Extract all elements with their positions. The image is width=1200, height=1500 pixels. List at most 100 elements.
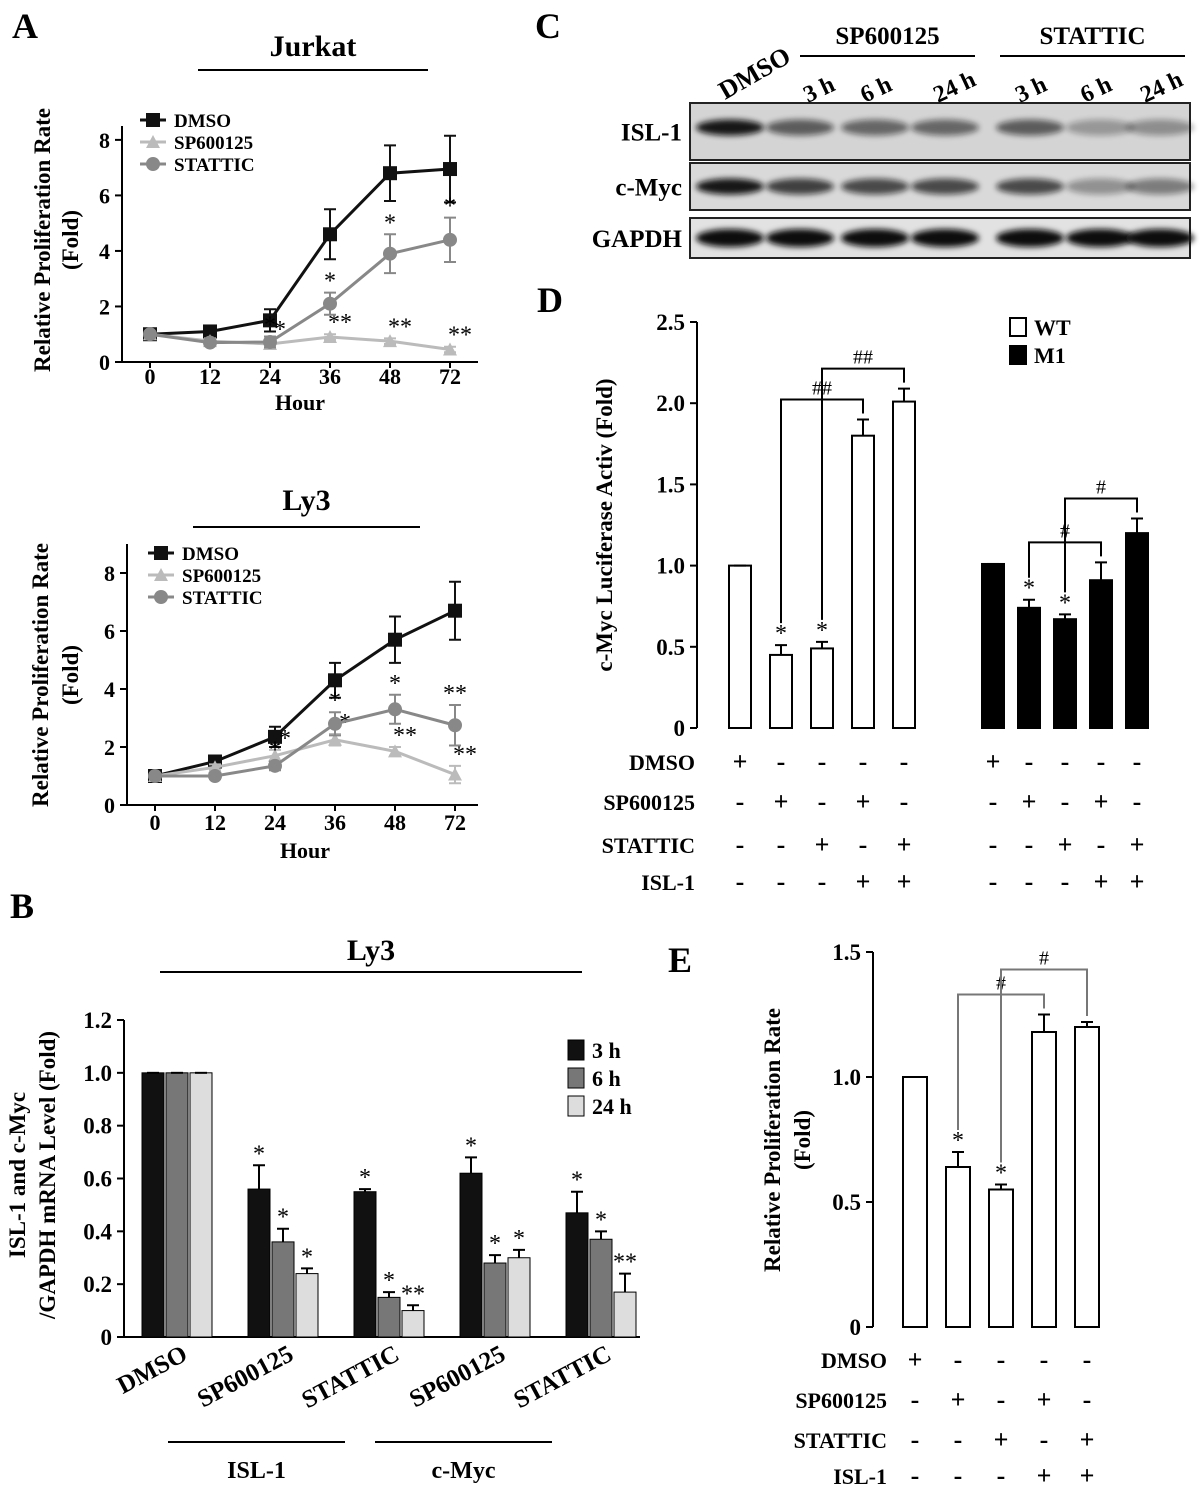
condition-label: SP600125 (795, 1388, 887, 1413)
y-tick-label: 0.5 (656, 635, 685, 660)
x-tick-label: 24 (259, 364, 281, 389)
condition-mark: - (1025, 867, 1034, 896)
error-bar (1131, 517, 1143, 534)
comparison-label: ## (853, 347, 873, 369)
panel-label: D (537, 280, 563, 320)
condition-mark: + (951, 1385, 966, 1414)
x-tick-label: SP600125 (193, 1340, 298, 1413)
condition-mark: + (1094, 867, 1109, 896)
y-tick-label: 0 (99, 350, 110, 375)
y-tick-label: 0.5 (832, 1190, 861, 1215)
significance: ** (401, 1281, 425, 1307)
condition-mark: + (897, 867, 912, 896)
significance: * (301, 1244, 313, 1270)
x-tick-label: 36 (324, 810, 346, 835)
significance: * (324, 269, 336, 295)
x-tick-label: STATTIC (509, 1340, 615, 1414)
point (448, 603, 462, 618)
y-tick-label: 0 (850, 1315, 862, 1340)
legend-label: 24 h (592, 1094, 632, 1119)
bar (851, 434, 875, 729)
y-axis-label: Relative Proliferation Rate (30, 108, 55, 372)
condition-mark: + (815, 830, 830, 859)
point (388, 744, 402, 758)
significance: * (264, 312, 276, 338)
blot-band (996, 229, 1064, 247)
blot-band (1066, 119, 1134, 136)
point (383, 246, 397, 261)
blot-band (766, 178, 834, 195)
legend-swatch (1009, 345, 1027, 365)
bar (902, 1076, 928, 1328)
legend-label: 6 h (592, 1066, 621, 1091)
legend-label: STATTIC (182, 588, 263, 609)
condition-mark: + (733, 747, 748, 776)
condition-label: DMSO (821, 1348, 887, 1373)
y-axis-label: Relative Proliferation Rate (28, 543, 53, 807)
bar (353, 1191, 377, 1338)
group-label: ISL-1 (227, 1458, 286, 1484)
point (443, 232, 457, 247)
point (146, 113, 160, 127)
point (268, 758, 282, 773)
condition-mark: - (777, 867, 786, 896)
y-tick-label: 2 (99, 294, 110, 319)
point (323, 227, 337, 242)
point (154, 568, 168, 581)
blot-band (766, 119, 834, 136)
y-tick-label: 8 (99, 128, 110, 153)
condition-mark: + (1058, 830, 1073, 859)
condition-mark: - (818, 787, 827, 816)
bar (483, 1262, 507, 1338)
point (146, 135, 160, 148)
significance: * (277, 1205, 289, 1231)
condition-mark: - (1061, 867, 1070, 896)
y-axis-label: c-Myc Luciferase Activ (Fold) (592, 378, 617, 671)
x-tick-label: 48 (384, 810, 406, 835)
point (268, 748, 282, 762)
condition-mark: + (994, 1425, 1009, 1454)
condition-mark: - (954, 1461, 963, 1490)
condition-mark: - (859, 830, 868, 859)
bar (1031, 1031, 1057, 1328)
x-tick-label: SP600125 (405, 1340, 510, 1413)
series-line (149, 238, 451, 345)
error-bar (277, 1227, 289, 1242)
error-bar (301, 1267, 313, 1274)
blot-row-label: ISL-1 (621, 120, 682, 147)
condition-mark: - (954, 1425, 963, 1454)
bar (988, 1188, 1014, 1328)
panel-label: A (12, 6, 38, 46)
condition-mark: - (900, 787, 909, 816)
blot-band (766, 229, 834, 247)
condition-label: SP600125 (603, 790, 695, 815)
condition-mark: + (774, 787, 789, 816)
error-bar (595, 1230, 607, 1240)
significance: * (1023, 576, 1035, 602)
y-tick-label: 1.2 (83, 1008, 112, 1033)
condition-mark: - (997, 1385, 1006, 1414)
x-tick-label: 72 (439, 364, 461, 389)
condition-mark: - (818, 867, 827, 896)
error-bar (1059, 613, 1071, 620)
condition-mark: + (856, 867, 871, 896)
bar (247, 1188, 271, 1338)
blot-band (1126, 229, 1194, 247)
significance: * (571, 1168, 583, 1194)
legend-swatch (1009, 317, 1027, 337)
point (154, 546, 168, 560)
blot-band (911, 178, 979, 195)
condition-mark: - (1040, 1425, 1049, 1454)
condition-mark: + (897, 830, 912, 859)
blot-band (996, 178, 1064, 195)
x-tick-label: 0 (150, 810, 161, 835)
significance: * (952, 1128, 964, 1154)
condition-label: ISL-1 (641, 870, 695, 895)
point (203, 335, 217, 350)
condition-mark: - (1097, 830, 1106, 859)
error-bar (489, 1254, 501, 1264)
error-bar (952, 1151, 964, 1167)
error-bar (1095, 561, 1107, 581)
legend-swatch (567, 1067, 585, 1089)
significance: * (269, 738, 281, 764)
